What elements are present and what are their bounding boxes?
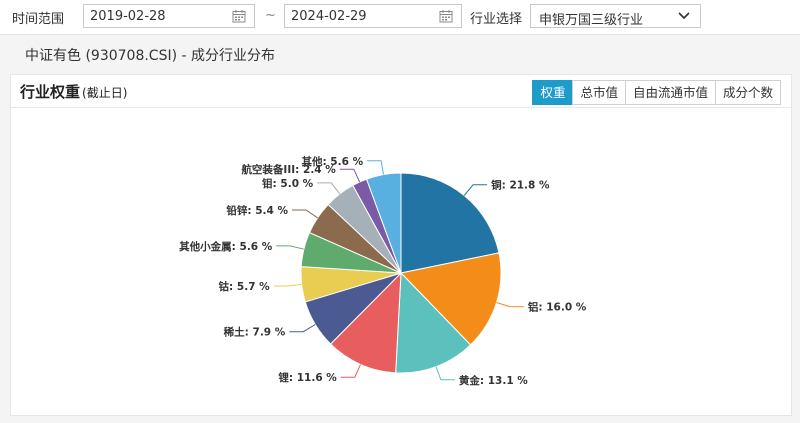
tab-weight[interactable]: 权重 [532, 80, 574, 105]
slice-data-label: 其他: 5.6 % [301, 155, 363, 168]
pie-slice[interactable] [365, 172, 402, 274]
pie-slice[interactable] [400, 252, 502, 346]
time-range-label: 时间范围 [12, 12, 65, 27]
slice-data-label: 钴: 5.7 % [219, 280, 271, 293]
slice-data-label: 铝: 16.0 % [528, 301, 587, 314]
start-date-input[interactable]: 2019-02-28 [83, 4, 255, 28]
industry-select-label: 行业选择 [470, 12, 523, 27]
end-date-value: 2024-02-29 [291, 9, 367, 24]
slice-data-label: 钼: 5.0 % [262, 177, 314, 190]
label-leader-line [276, 245, 305, 250]
label-leader-line [339, 168, 361, 183]
date-range-separator: ~ [265, 8, 276, 23]
end-date-input[interactable]: 2024-02-29 [284, 4, 462, 28]
panel-title-text: 行业权重 [20, 83, 81, 101]
slice-data-label: 铅锌: 5.4 % [226, 204, 288, 217]
label-leader-line [463, 184, 488, 196]
filter-bar: 时间范围 2019-02-28 ~ 2024-02-29 行业选择 申银万国三级… [0, 0, 800, 35]
pie-chart: 铜: 21.8 % 铝: 16.0 % 黄金: 13.1 % 锂: 11.6 % 稀土:… [179, 155, 587, 387]
start-date-value: 2019-02-28 [90, 9, 166, 24]
label-leader-line [367, 160, 384, 175]
tab-constituent-count[interactable]: 成分个数 [714, 80, 781, 105]
panel-header: 行业权重 (截止日) 权重 总市值 自由流通市值 成分个数 [11, 75, 791, 108]
panel-title: 行业权重 (截止日) [20, 81, 127, 102]
pie-slice[interactable] [400, 172, 500, 274]
industry-select-value: 申银万国三级行业 [539, 13, 644, 28]
slice-data-label: 黄金: 13.1 % [459, 374, 528, 387]
chevron-down-icon [678, 12, 690, 20]
pie-slice[interactable] [329, 271, 402, 374]
industry-select[interactable]: 申银万国三级行业 [530, 4, 701, 28]
slice-data-label: 锂: 11.6 % [278, 371, 337, 384]
label-leader-line [496, 302, 524, 308]
pie-slice[interactable] [395, 271, 472, 374]
label-leader-line [292, 209, 318, 219]
metric-tabs: 权重 总市值 自由流通市值 成分个数 [532, 80, 781, 105]
calendar-icon[interactable] [439, 9, 453, 23]
slice-data-label: 铜: 21.8 % [491, 179, 550, 192]
label-leader-line [340, 364, 361, 378]
index-subtitle: 中证有色 (930708.CSI) - 成分行业分布 [25, 48, 276, 64]
slice-data-label: 稀土: 7.9 % [224, 326, 286, 339]
label-leader-line [273, 283, 302, 287]
calendar-icon[interactable] [232, 9, 246, 23]
slice-data-label: 其他小金属: 5.6 % [179, 240, 273, 253]
label-leader-line [435, 366, 455, 381]
label-leader-line [317, 182, 341, 195]
industry-weight-panel: 行业权重 (截止日) 权重 总市值 自由流通市值 成分个数 铜: 21.8 % 铝:… [10, 74, 792, 416]
slice-data-label: 航空装备III: 2.4 % [241, 163, 336, 176]
panel-title-note: (截止日) [82, 86, 128, 100]
tab-free-float-market-cap[interactable]: 自由流通市值 [624, 80, 716, 105]
label-leader-line [289, 324, 316, 333]
